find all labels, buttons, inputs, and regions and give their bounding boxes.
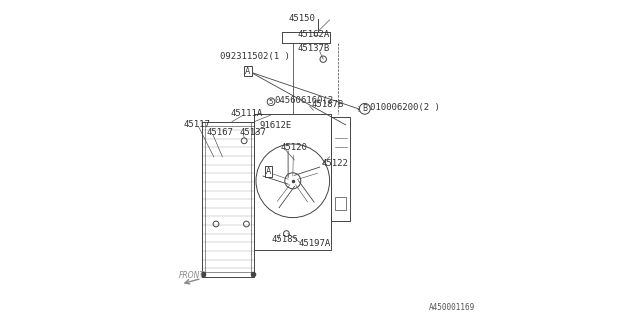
Text: A: A bbox=[266, 167, 271, 176]
Text: 91612E: 91612E bbox=[259, 121, 291, 130]
Text: 45150: 45150 bbox=[289, 14, 316, 23]
Text: B: B bbox=[362, 104, 367, 113]
Text: 45137B: 45137B bbox=[298, 44, 330, 53]
Bar bbox=[335, 197, 346, 210]
Text: A450001169: A450001169 bbox=[429, 303, 475, 312]
Text: 45185: 45185 bbox=[272, 235, 299, 244]
Text: 45122: 45122 bbox=[322, 159, 349, 168]
Text: 45120: 45120 bbox=[281, 143, 308, 152]
Text: 45187B: 45187B bbox=[311, 100, 343, 109]
Text: 045606160(2: 045606160(2 bbox=[275, 96, 333, 105]
Text: 45117: 45117 bbox=[184, 120, 211, 129]
Text: 5: 5 bbox=[269, 99, 273, 105]
Text: 45111A: 45111A bbox=[230, 109, 262, 118]
Text: 45162A: 45162A bbox=[298, 30, 330, 39]
Text: FRONT: FRONT bbox=[179, 271, 204, 280]
Text: A: A bbox=[245, 67, 251, 76]
Text: 45197A: 45197A bbox=[298, 239, 330, 248]
Text: 45167: 45167 bbox=[207, 128, 234, 137]
Text: 45137: 45137 bbox=[239, 128, 266, 137]
Text: 092311502(1 ): 092311502(1 ) bbox=[220, 52, 290, 61]
Text: 010006200(2 ): 010006200(2 ) bbox=[370, 103, 440, 112]
